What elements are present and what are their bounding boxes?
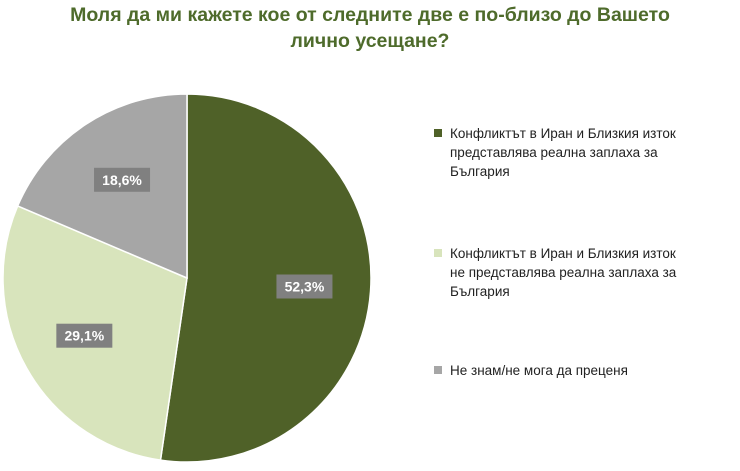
data-label-no-threat: 29,1% [56, 323, 113, 348]
legend-label-dont-know: Не знам/не мога да преценя [450, 361, 720, 380]
legend-label-dont-know-line-1: Не знам/не мога да преценя [450, 363, 628, 378]
legend-label-threat: Конфликтът в Иран и Близкия изток предст… [450, 124, 720, 181]
legend-label-no-threat-line-2: не представлява реална заплаха за [450, 265, 677, 280]
legend-item-no-threat: Конфликтът в Иран и Близкия изток не пре… [434, 244, 720, 301]
data-label-text-dont-know: 18,6% [102, 172, 142, 188]
legend-label-no-threat-line-3: България [450, 284, 510, 299]
chart-title: Моля да ми кажете кое от следните две е … [30, 2, 710, 54]
legend-swatch-dont-know [434, 366, 442, 374]
data-label-text-threat: 52,3% [285, 279, 325, 295]
data-label-box-no-threat [56, 323, 113, 348]
data-label-threat: 52,3% [276, 274, 333, 299]
legend-label-threat-line-2: представлява реална заплаха за България [450, 145, 658, 179]
legend-item-threat: Конфликтът в Иран и Близкия изток предст… [434, 124, 720, 181]
data-label-text-no-threat: 29,1% [64, 328, 104, 344]
legend-label-no-threat: Конфликтът в Иран и Близкия изток не пре… [450, 244, 720, 301]
legend-label-no-threat-line-1: Конфликтът в Иран и Близкия изток [450, 246, 676, 261]
legend-swatch-no-threat [434, 249, 442, 257]
data-label-dont-know: 18,6% [94, 167, 151, 192]
data-label-box-dont-know [94, 167, 151, 192]
chart-title-line-1: Моля да ми кажете кое от следните две е … [70, 4, 670, 26]
data-label-box-threat [276, 274, 333, 299]
pie-slice-threat [159, 93, 372, 463]
legend-swatch-threat [434, 129, 442, 137]
legend-item-dont-know: Не знам/не мога да преценя [434, 361, 720, 380]
legend-label-threat-line-1: Конфликтът в Иран и Близкия изток [450, 126, 676, 141]
chart-title-line-2: лично усещане? [290, 30, 450, 52]
